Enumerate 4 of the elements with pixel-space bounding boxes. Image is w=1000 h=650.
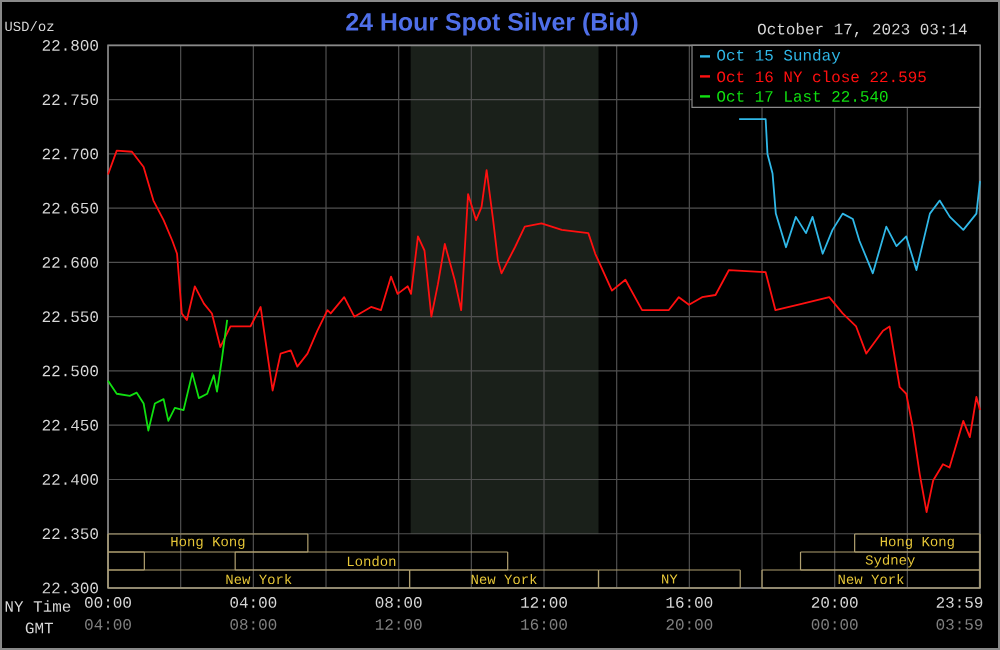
chart-title: 24 Hour Spot Silver (Bid) — [346, 12, 638, 36]
line-series — [107, 319, 229, 432]
line-series — [738, 118, 981, 275]
line-series — [107, 149, 981, 513]
